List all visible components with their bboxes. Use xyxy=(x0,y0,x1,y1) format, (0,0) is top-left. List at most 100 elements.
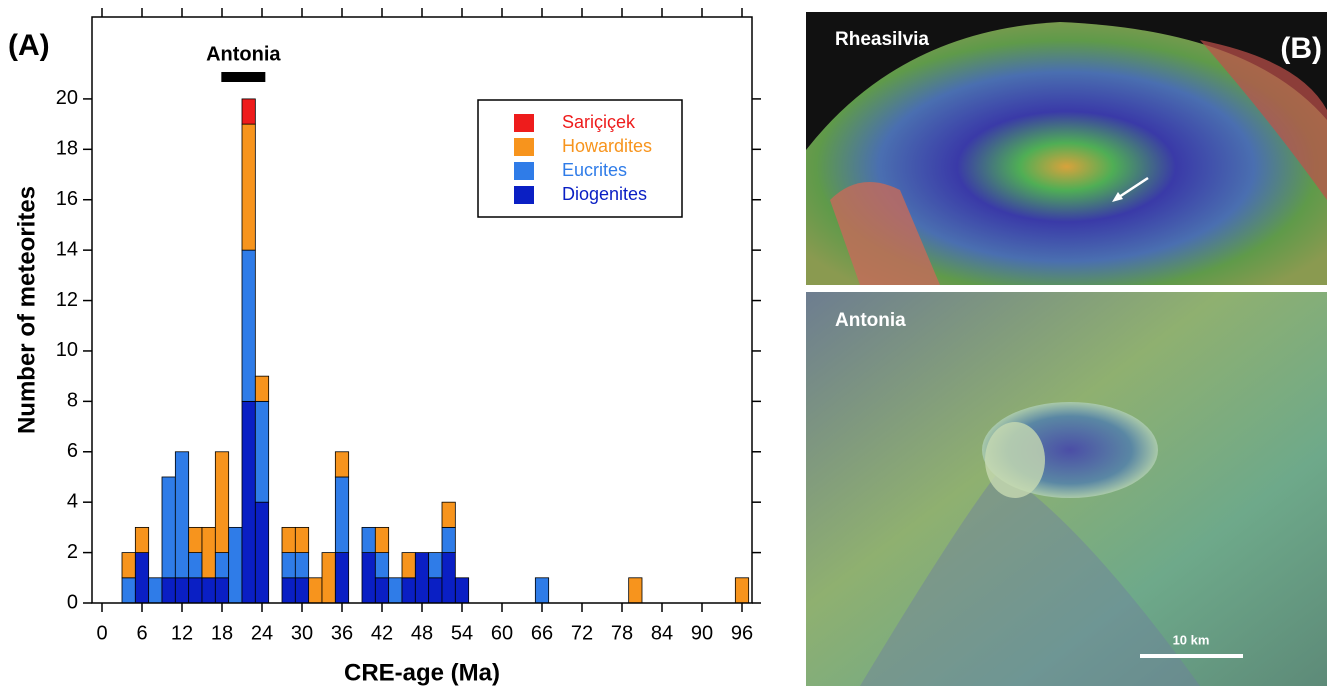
y-tick-label: 20 xyxy=(56,87,78,109)
x-tick-label: 78 xyxy=(611,622,633,644)
bar-segment xyxy=(628,577,643,604)
y-tick-label: 6 xyxy=(67,440,78,462)
bar-segment xyxy=(201,577,216,604)
bar-segment xyxy=(254,400,270,503)
legend-swatch xyxy=(514,114,534,132)
bar-segment xyxy=(294,526,310,553)
bar-segment xyxy=(188,577,203,604)
annotation-bar xyxy=(221,72,266,82)
y-tick-label: 2 xyxy=(67,541,78,563)
bar-segment xyxy=(534,577,550,604)
bar-segment xyxy=(214,577,230,604)
y-tick-label: 14 xyxy=(56,238,78,260)
bar-segment xyxy=(414,552,430,604)
bar-segment xyxy=(134,526,150,553)
x-tick-label: 36 xyxy=(331,622,353,644)
bar-segment xyxy=(281,552,296,579)
bar-segment xyxy=(174,451,190,579)
x-tick-label: 60 xyxy=(491,622,513,644)
bar-segment xyxy=(734,577,750,604)
bar-segment xyxy=(428,552,443,579)
panel-label: (B) xyxy=(1280,32,1322,65)
bar-segment xyxy=(281,526,296,553)
legend-label: Howardites xyxy=(562,136,652,156)
legend-box xyxy=(477,99,683,218)
bar-segment xyxy=(188,552,203,579)
bar-segment xyxy=(281,577,296,604)
bar-segment xyxy=(374,577,390,604)
x-tick-label: 84 xyxy=(651,622,673,644)
image-label: Rheasilvia xyxy=(835,29,929,50)
bar-segment xyxy=(148,577,163,604)
x-tick-label: 30 xyxy=(291,622,313,644)
image-label: Antonia xyxy=(835,310,906,331)
bar-segment xyxy=(174,577,190,604)
bar-segment xyxy=(241,123,256,251)
x-tick-label: 24 xyxy=(251,622,273,644)
bar-segment xyxy=(134,552,150,604)
panel-label: (A) xyxy=(8,29,50,62)
bar-segment xyxy=(441,526,456,553)
bar-segment xyxy=(188,526,203,553)
y-tick-label: 4 xyxy=(67,490,78,512)
legend-label: Sariçiçek xyxy=(562,112,636,132)
bar-segment xyxy=(214,552,230,579)
legend-swatch xyxy=(514,186,534,204)
bar-segment xyxy=(254,501,270,604)
bar-segment xyxy=(334,451,350,478)
bar-segment xyxy=(214,451,230,553)
bar-segment xyxy=(294,577,310,604)
bar-segment xyxy=(294,552,310,579)
image-antonia xyxy=(806,292,1327,686)
x-tick-label: 66 xyxy=(531,622,553,644)
bar-segment xyxy=(121,552,136,579)
bar-segment xyxy=(428,577,443,604)
x-axis-label: CRE-age (Ma) xyxy=(344,659,500,686)
y-axis-label: Number of meteorites xyxy=(13,186,40,434)
bar-segment xyxy=(334,552,350,604)
bar-segment xyxy=(241,400,256,604)
x-tick-label: 96 xyxy=(731,622,753,644)
y-tick-label: 0 xyxy=(67,591,78,613)
x-tick-label: 54 xyxy=(451,622,473,644)
bar-segment xyxy=(454,577,470,604)
scale-bar-label: 10 km xyxy=(1173,632,1210,647)
bar-segment xyxy=(241,249,256,402)
bar-segment xyxy=(401,552,416,579)
legend-swatch xyxy=(514,162,534,180)
y-tick-label: 8 xyxy=(67,390,78,412)
x-tick-label: 90 xyxy=(691,622,713,644)
bar-segment xyxy=(308,577,323,604)
bar-segment xyxy=(441,501,456,528)
bar-segment xyxy=(321,552,336,604)
bar-segment xyxy=(401,577,416,604)
y-tick-label: 12 xyxy=(56,289,78,311)
x-tick-label: 6 xyxy=(136,622,147,644)
bar-segment xyxy=(334,476,350,553)
bar-segment xyxy=(361,526,376,553)
x-tick-label: 48 xyxy=(411,622,433,644)
bar-segment xyxy=(228,526,243,604)
legend-label: Diogenites xyxy=(562,184,647,204)
x-tick-label: 72 xyxy=(571,622,593,644)
bar-segment xyxy=(441,552,456,604)
x-tick-label: 0 xyxy=(96,622,107,644)
x-tick-label: 12 xyxy=(171,622,193,644)
y-tick-label: 16 xyxy=(56,188,78,210)
bar-segment xyxy=(201,526,216,579)
x-tick-label: 18 xyxy=(211,622,233,644)
y-tick-label: 18 xyxy=(56,138,78,160)
bar-segment xyxy=(161,476,176,579)
separator xyxy=(806,285,1327,292)
image-rheasilvia xyxy=(806,12,1327,285)
legend-swatch xyxy=(514,138,534,156)
legend-label: Eucrites xyxy=(562,160,627,180)
annotation-label: Antonia xyxy=(206,43,281,65)
bar-segment xyxy=(374,552,390,579)
bar-segment xyxy=(374,526,390,553)
bar-segment xyxy=(241,98,256,125)
bar-segment xyxy=(161,577,176,604)
bar-segment xyxy=(361,552,376,604)
x-tick-label: 42 xyxy=(371,622,393,644)
